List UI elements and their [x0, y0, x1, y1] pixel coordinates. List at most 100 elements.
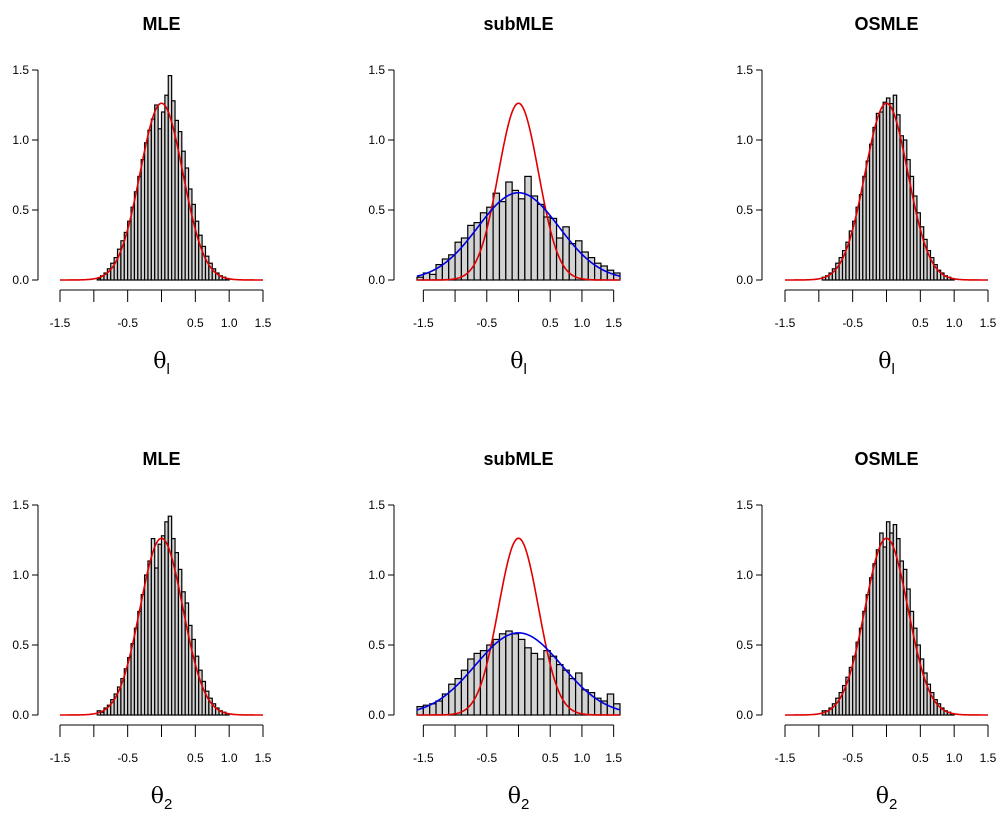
panel-4: MLE 0.0 0.5 1.0 1.5 -1.5 -0.5 0.5 1.0 1.5 θ2: [12, 449, 271, 813]
panel-title: MLE: [143, 14, 181, 34]
fitted-density-curve: [416, 191, 621, 277]
x-tick-label: -1.5: [413, 751, 434, 765]
x-tick-label: 1.0: [574, 751, 591, 765]
y-tick-label: 0.0: [12, 708, 29, 722]
x-tick-label: -1.5: [775, 751, 796, 765]
histogram-bar: [600, 265, 608, 281]
x-tick-label: 0.5: [187, 751, 204, 765]
reference-density-curve: [60, 537, 263, 716]
x-tick-label: -0.5: [842, 751, 863, 765]
histogram-bar: [517, 198, 526, 281]
y-axis: 0.0 0.5 1.0 1.5: [368, 498, 395, 722]
y-tick-label: 0.5: [736, 203, 753, 217]
x-axis-label: θl: [878, 349, 895, 378]
y-axis: 0.0 0.5 1.0 1.5: [736, 498, 763, 722]
y-tick-label: 1.5: [368, 498, 385, 512]
x-tick-label: -1.5: [50, 751, 71, 765]
x-tick-label: 1.0: [221, 751, 238, 765]
y-tick-label: 1.0: [12, 133, 29, 147]
histogram-bar: [581, 689, 589, 716]
histogram-bars: [821, 521, 955, 716]
panel-3: OSMLE 0.0 0.5 1.0 1.5 -1.5 -0.5 0.5 1.0 1.5 θl: [736, 14, 996, 378]
histogram-bars: [416, 630, 621, 716]
x-axis: -1.5 -0.5 0.5 1.0 1.5: [50, 724, 272, 765]
y-tick-label: 0.0: [12, 273, 29, 287]
y-tick-label: 0.5: [12, 638, 29, 652]
y-tick-label: 1.0: [368, 568, 385, 582]
x-axis: -1.5 -0.5 0.5 1.0 1.5: [775, 724, 997, 765]
y-axis: 0.0 0.5 1.0 1.5: [12, 498, 39, 722]
y-axis: 0.0 0.5 1.0 1.5: [368, 63, 395, 287]
x-tick-label: -1.5: [775, 316, 796, 330]
histogram-bar: [574, 672, 583, 716]
x-tick-label: 0.5: [912, 751, 929, 765]
reference-density-curve: [417, 102, 620, 281]
histogram-bar: [505, 630, 513, 716]
histogram-bars: [416, 175, 621, 281]
x-tick-label: 1.5: [255, 751, 272, 765]
x-tick-label: -1.5: [50, 316, 71, 330]
x-axis: -1.5 -0.5 0.5 1.0 1.5: [413, 724, 622, 765]
x-tick-label: -0.5: [842, 316, 863, 330]
histogram-bars: [821, 94, 955, 281]
histogram-bar: [536, 203, 545, 281]
y-tick-label: 0.0: [368, 273, 385, 287]
y-tick-label: 0.0: [736, 708, 753, 722]
y-tick-label: 0.5: [368, 203, 385, 217]
reference-density-curve: [417, 537, 620, 716]
x-axis-label: θ2: [876, 784, 898, 813]
x-axis-label: θl: [153, 349, 170, 378]
reference-density-curve: [785, 102, 988, 281]
histogram-bar: [562, 669, 570, 716]
histogram-bar: [498, 633, 507, 716]
histogram-bar: [536, 658, 545, 716]
histogram-bar: [492, 638, 501, 716]
x-axis-label: θl: [510, 349, 527, 378]
panel-1: MLE 0.0 0.5 1.0 1.5 -1.5 -0.5 0.5 1.0 1.5 θl: [12, 14, 271, 378]
x-tick-label: 0.5: [912, 316, 929, 330]
panel-2: subMLE 0.0 0.5 1.0 1.5 -1.5 -0.5 0.5 1.0 1.5 θl: [368, 14, 622, 378]
fitted-density-curve: [416, 632, 621, 711]
histogram-bar: [429, 273, 437, 281]
y-axis: 0.0 0.5 1.0 1.5: [736, 63, 763, 287]
histogram-bar: [530, 652, 539, 716]
x-tick-label: 0.5: [187, 316, 204, 330]
y-tick-label: 1.5: [12, 63, 29, 77]
panel-title: OSMLE: [854, 14, 918, 34]
histogram-bar: [574, 240, 583, 281]
x-axis-label: θ2: [508, 784, 530, 813]
x-tick-label: 1.5: [605, 751, 622, 765]
y-tick-label: 0.0: [736, 273, 753, 287]
reference-density-curve: [785, 537, 988, 716]
x-tick-label: 1.0: [946, 316, 963, 330]
histogram-bar: [530, 195, 539, 281]
y-tick-label: 1.5: [12, 498, 29, 512]
histogram-bar: [524, 647, 532, 716]
histogram-bar: [517, 638, 526, 716]
histogram-bars: [96, 515, 230, 716]
panel-title: OSMLE: [854, 449, 918, 469]
histogram-bar: [524, 175, 532, 281]
panel-title: subMLE: [484, 14, 554, 34]
x-tick-label: 1.0: [221, 316, 238, 330]
panel-title: subMLE: [484, 449, 554, 469]
panel-title: MLE: [143, 449, 181, 469]
x-tick-label: -0.5: [117, 316, 138, 330]
x-tick-label: -1.5: [413, 316, 434, 330]
y-tick-label: 0.0: [368, 708, 385, 722]
reference-density-curve: [60, 102, 263, 281]
y-tick-label: 1.5: [368, 63, 385, 77]
x-axis: -1.5 -0.5 0.5 1.0 1.5: [413, 289, 622, 330]
histogram-bar: [498, 201, 507, 281]
histogram-bar: [435, 700, 443, 716]
histogram-bar: [606, 693, 615, 716]
x-tick-label: 0.5: [542, 316, 559, 330]
y-tick-label: 0.5: [736, 638, 753, 652]
x-tick-label: 0.5: [542, 751, 559, 765]
x-tick-label: 1.5: [255, 316, 272, 330]
y-tick-label: 1.0: [736, 133, 753, 147]
panel-5: subMLE 0.0 0.5 1.0 1.5 -1.5 -0.5 0.5 1.0 1.5 θ2: [368, 449, 622, 813]
y-tick-label: 0.5: [12, 203, 29, 217]
x-tick-label: 1.5: [980, 751, 997, 765]
